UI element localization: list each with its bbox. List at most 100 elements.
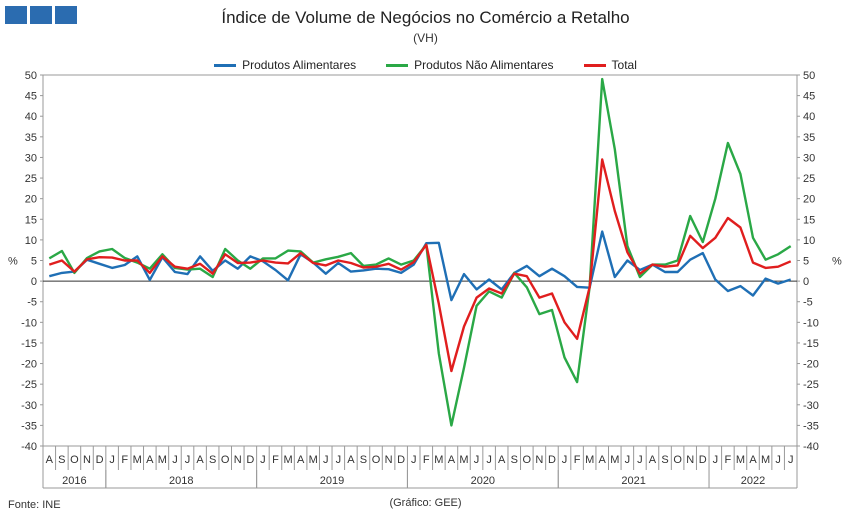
y-unit-label-right: % [832, 256, 842, 268]
month-label-42: F [574, 454, 581, 466]
month-label-34: J [474, 454, 480, 466]
chart-subtitle: (VH) [413, 31, 438, 45]
month-label-33: M [459, 454, 468, 466]
y-tick-label-right-18: -40 [803, 441, 819, 453]
month-label-17: J [260, 454, 266, 466]
y-tick-label-left-9: 5 [31, 256, 37, 268]
y-tick-label-right-0: 50 [803, 70, 815, 82]
legend-label-nao-alimentares: Produtos Não Alimentares [414, 58, 554, 72]
source-note: Fonte: INE [8, 499, 61, 511]
legend-item-alimentares: Produtos Alimentares [214, 58, 356, 72]
year-label-2016: 2016 [62, 475, 86, 487]
y-tick-label-right-13: -15 [803, 338, 819, 350]
month-label-16: D [246, 454, 254, 466]
month-label-12: A [196, 454, 204, 466]
month-label-53: J [713, 454, 719, 466]
y-tick-label-left-4: 30 [25, 152, 37, 164]
y-tick-label-right-16: -30 [803, 400, 819, 412]
y-tick-label-left-13: -15 [21, 338, 37, 350]
month-label-50: O [673, 454, 682, 466]
y-tick-label-left-5: 25 [25, 173, 37, 185]
month-label-22: J [323, 454, 329, 466]
y-tick-label-right-9: 5 [803, 256, 809, 268]
chart-title: Índice de Volume de Negócios no Comércio… [221, 8, 630, 27]
month-label-32: A [448, 454, 456, 466]
month-label-3: N [83, 454, 91, 466]
month-label-24: A [347, 454, 355, 466]
month-label-57: M [761, 454, 770, 466]
month-label-52: D [699, 454, 707, 466]
month-label-13: S [209, 454, 216, 466]
y-tick-label-left-10: 0 [31, 276, 37, 288]
y-unit-label-left: % [8, 256, 18, 268]
month-label-27: N [385, 454, 393, 466]
legend-swatch-alimentares [214, 63, 237, 67]
ine-logo [5, 6, 77, 24]
month-label-7: M [133, 454, 142, 466]
y-tick-label-left-17: -35 [21, 420, 37, 432]
month-label-11: J [185, 454, 191, 466]
month-label-25: S [360, 454, 367, 466]
month-label-6: F [121, 454, 128, 466]
series-line-0 [48, 230, 792, 302]
series-line-2 [48, 158, 792, 373]
month-label-44: A [599, 454, 607, 466]
legend-label-alimentares: Produtos Alimentares [242, 58, 357, 72]
y-tick-label-left-0: 50 [25, 70, 37, 82]
month-label-14: O [221, 454, 230, 466]
month-label-37: S [511, 454, 518, 466]
month-label-49: S [661, 454, 668, 466]
legend-item-total: Total [583, 58, 637, 72]
y-tick-label-left-15: -25 [21, 379, 37, 391]
y-tick-label-left-14: -20 [21, 359, 37, 371]
y-tick-label-right-14: -20 [803, 359, 819, 371]
year-label-2018: 2018 [169, 475, 193, 487]
month-label-46: J [625, 454, 631, 466]
year-label-2021: 2021 [621, 475, 645, 487]
y-tick-label-left-18: -40 [21, 441, 37, 453]
legend-swatch-total [583, 63, 606, 67]
y-tick-label-left-1: 45 [25, 91, 37, 103]
month-label-20: A [297, 454, 305, 466]
year-label-2020: 2020 [471, 475, 495, 487]
chart-credit: (Gráfico: GEE) [389, 497, 462, 509]
month-label-35: J [486, 454, 492, 466]
month-label-5: J [109, 454, 115, 466]
month-label-15: N [234, 454, 242, 466]
year-label-2019: 2019 [320, 475, 344, 487]
y-tick-label-right-5: 25 [803, 173, 815, 185]
y-tick-label-left-12: -10 [21, 317, 37, 329]
y-tick-label-right-8: 10 [803, 235, 815, 247]
y-tick-label-left-3: 35 [25, 132, 37, 144]
month-label-8: A [146, 454, 154, 466]
y-tick-label-right-6: 20 [803, 194, 815, 206]
y-tick-label-right-11: -5 [803, 297, 813, 309]
month-label-36: A [498, 454, 506, 466]
y-tick-label-left-6: 20 [25, 194, 37, 206]
y-tick-label-right-4: 30 [803, 152, 815, 164]
month-label-9: M [158, 454, 167, 466]
month-label-47: J [637, 454, 643, 466]
month-label-38: O [523, 454, 532, 466]
month-label-21: M [309, 454, 318, 466]
month-label-4: D [96, 454, 104, 466]
y-tick-label-left-8: 10 [25, 235, 37, 247]
month-label-28: D [397, 454, 405, 466]
y-tick-label-right-17: -35 [803, 420, 819, 432]
y-tick-label-left-16: -30 [21, 400, 37, 412]
legend-swatch-nao-alimentares [386, 63, 409, 67]
year-label-2022: 2022 [741, 475, 765, 487]
month-label-55: M [736, 454, 745, 466]
legend-item-nao-alimentares: Produtos Não Alimentares [386, 58, 554, 72]
month-label-41: J [562, 454, 568, 466]
month-label-29: J [411, 454, 417, 466]
month-label-43: M [585, 454, 594, 466]
month-label-40: D [548, 454, 556, 466]
y-tick-label-right-10: 0 [803, 276, 809, 288]
y-tick-label-right-3: 35 [803, 132, 815, 144]
month-label-0: A [46, 454, 54, 466]
month-label-48: A [649, 454, 657, 466]
month-label-26: O [372, 454, 381, 466]
month-label-23: J [336, 454, 342, 466]
